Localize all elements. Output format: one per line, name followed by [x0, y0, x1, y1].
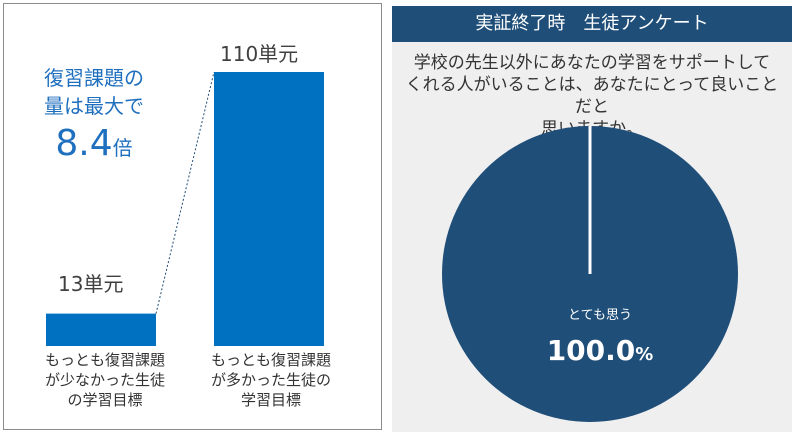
- bar-value-label-2: 110単元: [220, 42, 299, 66]
- callout-ratio-line: 8.4倍: [14, 120, 174, 172]
- growth-connector-line: [155, 71, 215, 314]
- pie-value-number: 100.0: [546, 334, 636, 367]
- pie-slice-value: 100.0%: [480, 334, 720, 367]
- category-2-line-3: 学習目標: [240, 391, 301, 409]
- pie-slice-label: とても思う: [568, 308, 632, 323]
- category-label-1: もっとも復習課題 が少なかった生徒 の学習目標: [30, 350, 180, 410]
- callout-ratio: 8.4: [55, 123, 113, 164]
- ratio-callout: 復習課題の 量は最大で 8.4倍: [14, 64, 174, 172]
- callout-line-1: 復習課題の: [44, 66, 144, 90]
- category-label-2: もっとも復習課題 が多かった生徒の 学習目標: [196, 350, 346, 410]
- question-line-1: 学校の先生以外にあなたの学習をサポートして: [413, 53, 771, 73]
- bar-1: [46, 313, 156, 346]
- bar-value-label-1: 13単元: [58, 272, 124, 296]
- bar-2: [214, 72, 324, 346]
- category-1-line-2: が少なかった生徒: [44, 371, 165, 389]
- survey-title: 実証終了時 生徒アンケート: [392, 6, 792, 42]
- callout-line-2: 量は最大で: [44, 94, 144, 118]
- category-1-line-1: もっとも復習課題: [44, 351, 165, 369]
- pie-value-unit: %: [635, 344, 654, 365]
- category-2-line-1: もっとも復習課題: [210, 351, 331, 369]
- callout-unit: 倍: [112, 136, 133, 160]
- category-2-line-2: が多かった生徒の: [210, 371, 331, 389]
- category-1-line-3: の学習目標: [67, 391, 143, 409]
- question-line-2: くれる人がいることは、あなたにとって良いことだと: [405, 75, 779, 117]
